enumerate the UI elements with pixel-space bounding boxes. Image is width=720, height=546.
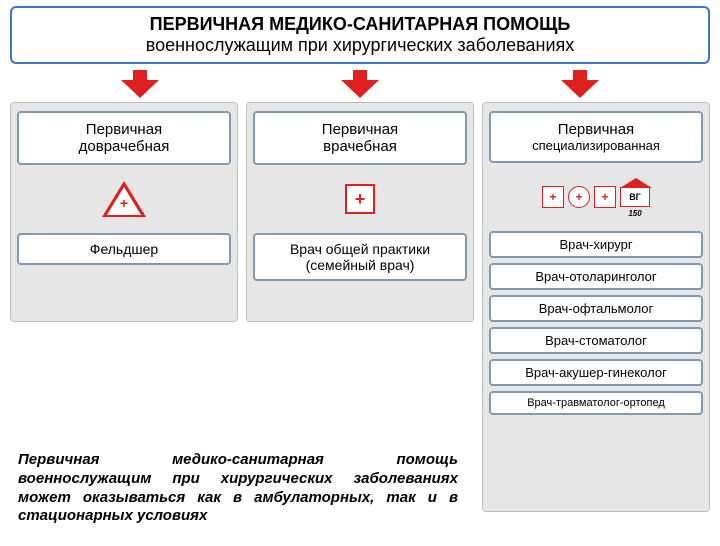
type-box: Первичная врачебная (253, 111, 467, 165)
multi-facility-icon: + + + ВГ 150 (542, 186, 650, 208)
footnote: Первичная медико-санитарная помощь военн… (18, 451, 458, 526)
type-box: Первичная специализированная (489, 111, 703, 163)
type-line1: Первичная (23, 121, 225, 138)
header-title: ПЕРВИЧНАЯ МЕДИКО-САНИТАРНАЯ ПОМОЩЬ (20, 14, 700, 35)
mini-circle-icon: + (568, 186, 590, 208)
mini-square-icon: + (542, 186, 564, 208)
icon-row (17, 175, 231, 223)
type-box: Первичная доврачебная (17, 111, 231, 165)
type-line2: специализированная (495, 138, 697, 153)
provider-box: Фельдшер (17, 233, 231, 265)
specialist-box: Врач-акушер-гинеколог (489, 359, 703, 386)
type-line1: Первичная (495, 121, 697, 138)
house-label: ВГ (629, 192, 641, 202)
icon-row: + (253, 175, 467, 223)
provider-box: Врач общей практики (семейный врач) (253, 233, 467, 281)
arrow-row (30, 70, 690, 98)
type-line1: Первичная (259, 121, 461, 138)
arrow-icon (561, 70, 599, 98)
icon-row: + + + ВГ 150 (489, 173, 703, 221)
arrow-icon (121, 70, 159, 98)
triangle-cross-icon (102, 181, 146, 217)
specialist-box: Врач-офтальмолог (489, 295, 703, 322)
mini-house-icon: ВГ 150 (620, 187, 650, 207)
house-sublabel: 150 (621, 209, 649, 218)
specialist-box: Врач-травматолог-ортопед (489, 391, 703, 415)
mini-square-icon: + (594, 186, 616, 208)
type-line2: доврачебная (23, 138, 225, 155)
specialist-box: Врач-отоларинголог (489, 263, 703, 290)
square-cross-icon: + (345, 184, 375, 214)
type-line2: врачебная (259, 138, 461, 155)
arrow-icon (341, 70, 379, 98)
column-prehospital: Первичная доврачебная Фельдшер (10, 102, 238, 322)
header-subtitle: военнослужащим при хирургических заболев… (20, 35, 700, 56)
column-specialized: Первичная специализированная + + + ВГ 15… (482, 102, 710, 512)
specialist-box: Врач-хирург (489, 231, 703, 258)
specialist-box: Врач-стоматолог (489, 327, 703, 354)
header: ПЕРВИЧНАЯ МЕДИКО-САНИТАРНАЯ ПОМОЩЬ военн… (10, 6, 710, 64)
column-physician: Первичная врачебная + Врач общей практик… (246, 102, 474, 322)
specialist-list: Врач-хирург Врач-отоларинголог Врач-офта… (489, 231, 703, 420)
